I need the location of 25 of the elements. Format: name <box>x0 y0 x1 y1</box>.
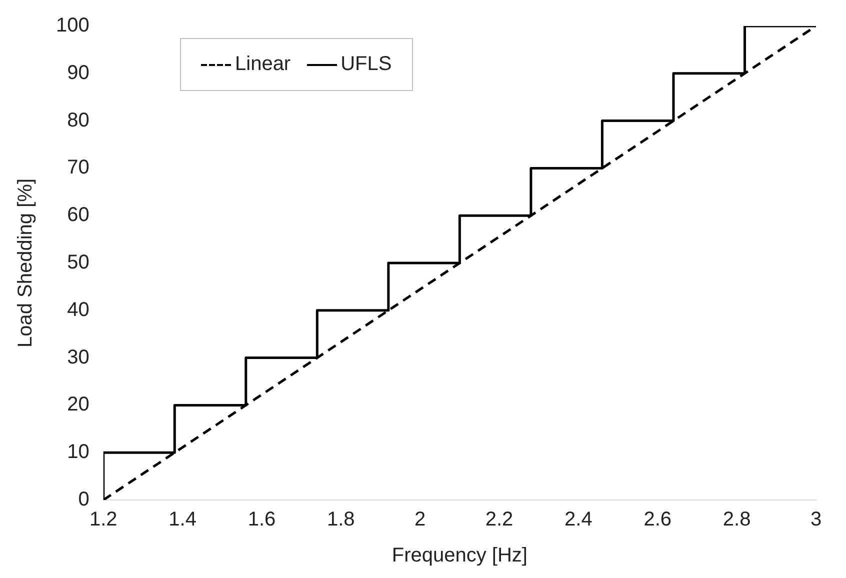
x-tick-label: 1.8 <box>327 508 355 531</box>
y-tick-label: 50 <box>67 252 90 274</box>
legend-label: Linear <box>235 53 291 76</box>
y-tick-label: 10 <box>67 441 90 464</box>
x-axis-title: Frequency [Hz] <box>392 544 528 567</box>
y-tick-label: 60 <box>67 204 90 226</box>
y-tick-label: 40 <box>67 298 90 321</box>
x-tick-label: 2.6 <box>644 508 672 531</box>
y-tick-label: 30 <box>67 346 90 368</box>
x-tick-label: 1.4 <box>168 508 196 531</box>
x-tick-label: 1.6 <box>248 508 276 531</box>
y-tick-label: 20 <box>67 394 90 416</box>
x-tick-label: 1.2 <box>89 508 118 531</box>
y-tick-label: 80 <box>67 109 90 132</box>
legend-label: UFLS <box>340 53 392 76</box>
y-tick-label: 0 <box>78 488 90 511</box>
y-tick-label: 100 <box>56 14 90 37</box>
x-tick-label: 2.8 <box>722 508 751 531</box>
x-tick-label: 2.4 <box>564 508 592 531</box>
x-tick-label: 3 <box>810 508 822 531</box>
x-tick-label: 2 <box>414 508 426 531</box>
y-tick-label: 70 <box>67 156 90 179</box>
y-tick-label: 90 <box>67 62 90 84</box>
y-axis-title: Load Shedding [%] <box>14 178 37 348</box>
x-tick-label: 2.2 <box>485 508 514 531</box>
